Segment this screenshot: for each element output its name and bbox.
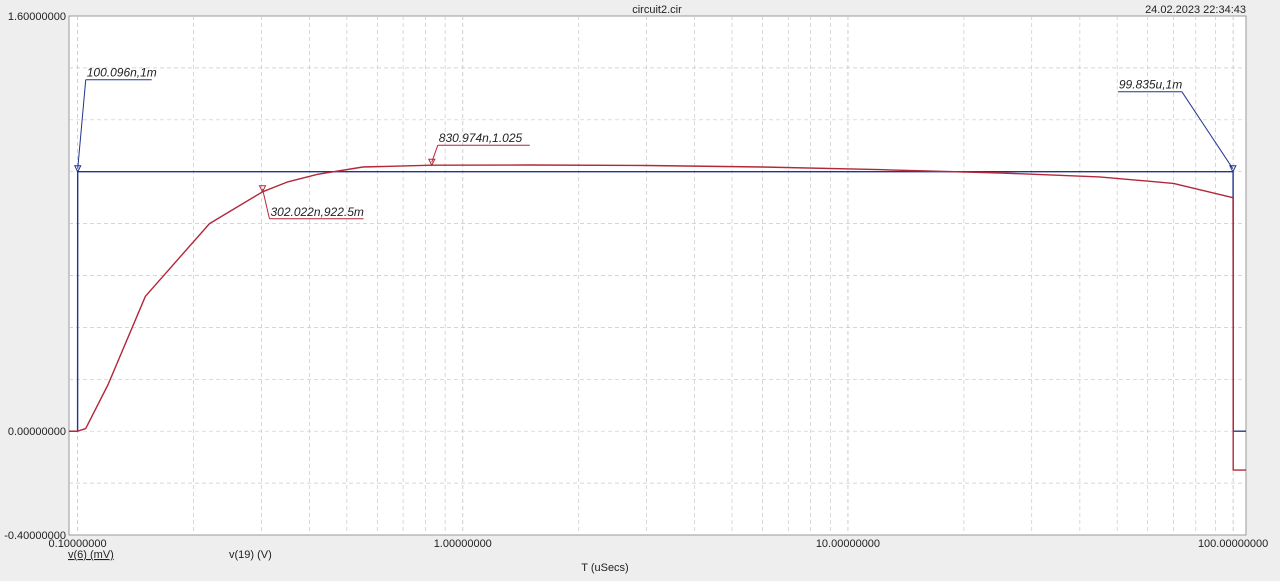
y-tick-label: 0.00000000 xyxy=(8,426,66,438)
annotation-label: 100.096n,1m xyxy=(87,66,157,80)
timestamp: 24.02.2023 22:34:43 xyxy=(1145,4,1246,16)
annotations: 100.096n,1m 99.835u,1m 830.974n,1.025 302.0… xyxy=(73,66,1237,220)
x-tick-label: 1.00000000 xyxy=(434,538,492,550)
chart-title: circuit2.cir xyxy=(632,4,682,16)
annotation-leader xyxy=(261,188,270,219)
x-tick-label: 0.10000000 xyxy=(49,538,107,550)
annotation-leader xyxy=(77,79,87,169)
y-tick-label: 1.60000000 xyxy=(8,11,66,23)
annotation-leader xyxy=(431,145,439,163)
annotation-label: 830.974n,1.025 xyxy=(439,131,523,145)
x-axis-label: T (uSecs) xyxy=(581,562,628,574)
annotation-marker xyxy=(1229,165,1237,173)
grid xyxy=(69,16,1246,535)
annotation-marker xyxy=(258,185,267,193)
tick-labels: 0.10000000 1.00000000 10.00000000 100.00000… xyxy=(4,11,1268,550)
legend-v6[interactable]: v(6) (mV) xyxy=(68,549,114,561)
annotation-marker xyxy=(427,158,436,167)
y-tick-label: -0.40000000 xyxy=(4,530,66,542)
annotation-label: 99.835u,1m xyxy=(1119,78,1182,92)
x-tick-label: 100.00000000 xyxy=(1198,538,1268,550)
x-tick-label: 10.00000000 xyxy=(816,538,880,550)
series-line xyxy=(69,164,1246,471)
annotation-leader xyxy=(1181,91,1234,169)
annotation-label: 302.022n,922.5m xyxy=(270,205,363,219)
legend-v19[interactable]: v(19) (V) xyxy=(229,549,272,561)
